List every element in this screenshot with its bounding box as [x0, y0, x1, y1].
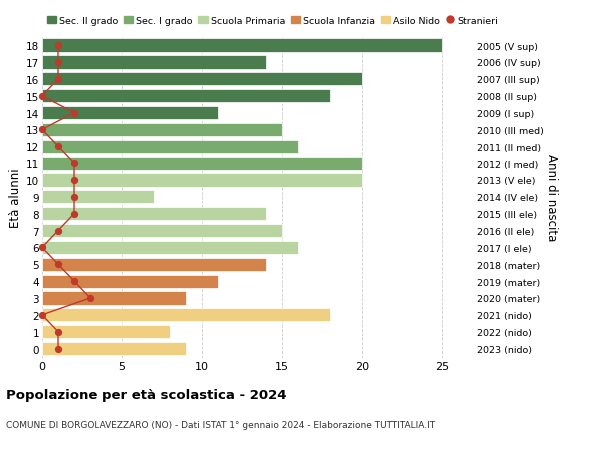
- Point: [69, 177, 79, 184]
- Bar: [42, 224, 282, 238]
- Bar: [42, 308, 330, 322]
- Point: [37, 244, 47, 252]
- Bar: [42, 342, 186, 355]
- Bar: [42, 207, 266, 221]
- Point: [37, 126, 47, 134]
- Bar: [42, 191, 154, 204]
- Y-axis label: Età alunni: Età alunni: [9, 168, 22, 227]
- Point: [53, 227, 63, 235]
- Bar: [42, 258, 266, 271]
- Y-axis label: Anni di nascita: Anni di nascita: [545, 154, 557, 241]
- Point: [69, 211, 79, 218]
- Bar: [42, 325, 170, 338]
- Point: [69, 160, 79, 168]
- Bar: [42, 123, 282, 137]
- Bar: [42, 157, 362, 170]
- Bar: [42, 174, 362, 187]
- Text: COMUNE DI BORGOLAVEZZARO (NO) - Dati ISTAT 1° gennaio 2024 - Elaborazione TUTTIT: COMUNE DI BORGOLAVEZZARO (NO) - Dati IST…: [6, 420, 435, 429]
- Bar: [42, 292, 186, 305]
- Point: [53, 59, 63, 67]
- Point: [53, 261, 63, 269]
- Point: [37, 93, 47, 100]
- Point: [53, 42, 63, 50]
- Point: [53, 76, 63, 83]
- Point: [69, 194, 79, 201]
- Bar: [42, 275, 218, 288]
- Point: [69, 278, 79, 285]
- Point: [53, 328, 63, 336]
- Bar: [42, 90, 330, 103]
- Bar: [42, 140, 298, 153]
- Point: [37, 312, 47, 319]
- Legend: Sec. II grado, Sec. I grado, Scuola Primaria, Scuola Infanzia, Asilo Nido, Stran: Sec. II grado, Sec. I grado, Scuola Prim…: [47, 17, 499, 26]
- Point: [53, 143, 63, 151]
- Bar: [42, 73, 362, 86]
- Bar: [42, 106, 218, 120]
- Bar: [42, 241, 298, 254]
- Point: [53, 345, 63, 353]
- Point: [85, 295, 95, 302]
- Text: Popolazione per età scolastica - 2024: Popolazione per età scolastica - 2024: [6, 388, 287, 401]
- Point: [69, 110, 79, 117]
- Bar: [42, 56, 266, 69]
- Bar: [42, 39, 442, 52]
